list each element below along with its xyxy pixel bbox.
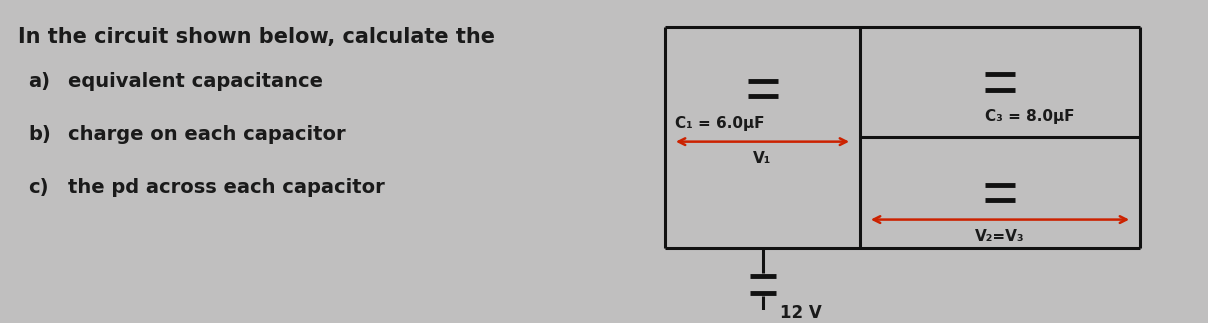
Text: V₁: V₁ xyxy=(754,151,772,166)
Text: C₃ = 8.0μF: C₃ = 8.0μF xyxy=(985,109,1074,124)
Text: 12 V: 12 V xyxy=(780,304,823,322)
Text: charge on each capacitor: charge on each capacitor xyxy=(68,125,345,144)
Text: the pd across each capacitor: the pd across each capacitor xyxy=(68,178,385,197)
Text: equivalent capacitance: equivalent capacitance xyxy=(68,72,323,91)
Text: a): a) xyxy=(28,72,50,91)
Text: In the circuit shown below, calculate the: In the circuit shown below, calculate th… xyxy=(18,27,495,47)
Text: V₂=V₃: V₂=V₃ xyxy=(975,229,1024,244)
Text: b): b) xyxy=(28,125,51,144)
Text: C₁ = 6.0μF: C₁ = 6.0μF xyxy=(675,116,765,131)
Text: c): c) xyxy=(28,178,48,197)
